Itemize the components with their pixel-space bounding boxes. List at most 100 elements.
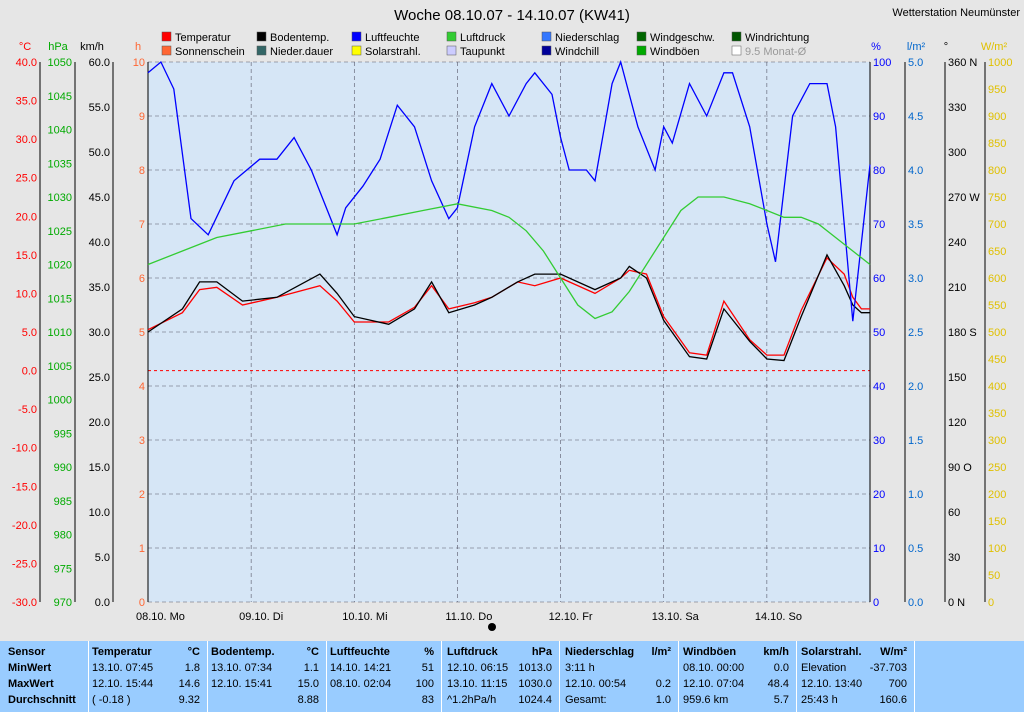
stats-header-label: Niederschlag [565,646,635,658]
stats-cell-value: 1.0 [655,694,671,706]
axis-unit-label: km/h [80,41,104,53]
axis-tick-label: 3.5 [908,219,923,231]
axis-tick-label: -20.0 [12,520,37,532]
stats-cell-label: 08.10. 00:00 [683,662,745,674]
stats-row: 12.10. 00:54 0.2 [565,676,675,692]
axis-tick-label: 5 [139,327,145,339]
legend-swatch[interactable] [636,31,647,42]
stats-row: 13.10. 11:15 1030.0 [447,676,556,692]
axis-unit-label: l/m² [907,41,926,53]
axis-tick-label: 360 N [948,57,977,69]
stats-row: 14.10. 14:21 51 [330,660,438,676]
stats-cell-value: 14.6 [178,678,200,690]
legend-swatch[interactable] [351,45,362,56]
legend-label: Sonnenschein [175,46,245,58]
stats-cell-value: 160.6 [879,694,907,706]
axis-tick-label: 200 [988,489,1006,501]
legend-label: Windrichtung [745,32,809,44]
axis-tick-label: 350 [988,408,1006,420]
stats-col-sensor: Sensor MinWert MaxWert Durchschnitt [8,644,88,710]
stats-col-luftdruck: Luftdruck hPa 12.10. 06:15 1013.0 13.10. 11:… [447,644,556,710]
axis-tick-label: 970 [54,597,72,609]
axis-tick-label: 30.0 [89,327,110,339]
stats-row: 12.10. 15:44 14.6 [92,676,204,692]
axis-tick-label: 700 [988,219,1006,231]
legend-swatch[interactable] [731,31,742,42]
legend-swatch[interactable] [161,31,172,42]
stats-col-temperatur: Temperatur °C 13.10. 07:45 1.8 12.10. 15:44 1… [92,644,204,710]
axis-tick-label: 3 [139,435,145,447]
axis-tick-label: 90 [873,111,885,123]
legend-swatch[interactable] [731,45,742,56]
legend-swatch[interactable] [446,31,457,42]
axis-tick-label: 1035 [48,158,72,170]
stats-header: Bodentemp. °C [211,644,323,660]
stats-cell-label: 13.10. 07:45 [92,662,154,674]
axis-tick-label: 10.0 [89,507,110,519]
axis-tick-label: 250 [988,462,1006,474]
stats-cell-value: 15.0 [297,678,319,690]
stats-cell-value: 8.88 [297,694,319,706]
legend-label: Bodentemp. [270,32,329,44]
stats-cell-label: 13.10. 07:34 [211,662,273,674]
axis-tick-label: -10.0 [12,443,37,455]
legend-swatch[interactable] [351,31,362,42]
stats-row: 12.10. 13:40 700 [801,676,911,692]
stats-cell-value: 1.1 [303,662,319,674]
stats-row: 08.10. 02:04 100 [330,676,438,692]
legend-swatch[interactable] [541,45,552,56]
stats-cell-label: 12.10. 07:04 [683,678,745,690]
stats-col-bodentemp: Bodentemp. °C 13.10. 07:34 1.1 12.10. 15:41 1… [211,644,323,710]
axis-tick-label: -5.0 [18,404,37,416]
axis-tick-label: 4 [139,381,145,393]
stats-header: Temperatur °C [92,644,204,660]
station-name: Wetterstation Neumünster [892,7,1020,19]
stats-cell-label: 12.10. 06:15 [447,662,509,674]
time-cursor-icon[interactable] [488,623,496,631]
x-tick-label: 12.10. Fr [549,611,593,623]
axis-tick-label: -30.0 [12,597,37,609]
axis-tick-label: 15.0 [16,250,37,262]
legend-swatch[interactable] [636,45,647,56]
axis-unit-label: % [871,41,881,53]
legend-swatch[interactable] [446,45,457,56]
axis-tick-label: 330 [948,102,966,114]
axis-tick-label: 4.0 [908,165,923,177]
axis-tick-label: 5.0 [95,552,110,564]
stats-cell-label: 25:43 h [801,694,838,706]
legend-swatch[interactable] [161,45,172,56]
stats-header-unit: % [424,646,434,658]
stats-cell-value: 9.32 [178,694,200,706]
axis-tick-label: 0.0 [22,366,37,378]
stats-cell-label: 13.10. 11:15 [447,678,508,690]
axis-tick-label: 1045 [48,91,72,103]
legend-swatch[interactable] [256,45,267,56]
axis-tick-label: 450 [988,354,1006,366]
axis-tick-label: 2.0 [908,381,923,393]
stats-cell-label: ( -0.18 ) [92,694,131,706]
axis-tick-label: 70 [873,219,885,231]
stats-cell-value: 0.0 [773,662,789,674]
stats-cell-value: 1.8 [184,662,200,674]
axis-tick-label: 150 [948,372,966,384]
stats-cell-value: 5.7 [773,694,789,706]
stats-row-label: Durchschnitt [8,694,76,706]
axis-tick-label: 50 [988,570,1000,582]
axis-tick-label: 15.0 [89,462,110,474]
stats-header: Luftfeuchte% [330,644,438,660]
legend-swatch[interactable] [256,31,267,42]
axis-tick-label: 800 [988,165,1006,177]
axis-tick-label: 35.0 [89,282,110,294]
stats-row-label: MinWert [8,662,52,674]
axis-tick-label: 20 [873,489,885,501]
legend-swatch[interactable] [541,31,552,42]
legend-label: 9.5 Monat-Ø [745,46,807,58]
axis-tick-label: 10 [873,543,885,555]
legend-label: Windchill [555,46,599,58]
stats-cell-label: 08.10. 02:04 [330,678,392,690]
stats-row: 13.10. 07:45 1.8 [92,660,204,676]
stats-header-unit: °C [187,646,200,658]
stats-header: Luftdruck hPa [447,644,556,660]
axis-tick-label: 100 [873,57,891,69]
stats-row: ( -0.18 ) 9.32 [92,692,204,708]
